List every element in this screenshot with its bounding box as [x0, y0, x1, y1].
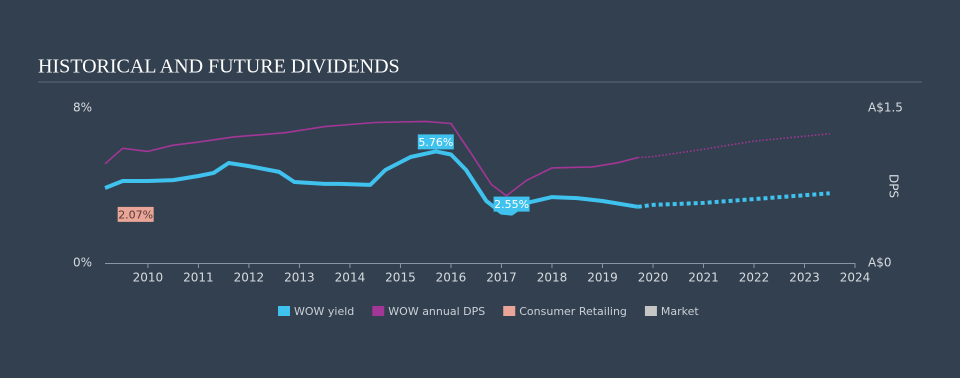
x-tick-label: 2024 [840, 271, 871, 285]
y2-tick-label: A$1.5 [868, 101, 903, 115]
x-tick-label: 2023 [789, 271, 820, 285]
annotation: 5.76% [417, 134, 454, 150]
y2-tick-label: A$0 [868, 256, 891, 270]
chart-title: HISTORICAL AND FUTURE DIVIDENDS [38, 56, 400, 78]
annotation-label: 5.76% [418, 136, 453, 149]
x-tick-label: 2020 [638, 271, 669, 285]
x-tick-label: 2018 [537, 271, 568, 285]
forecast-line [637, 133, 830, 159]
y2-axis-label: DPS [887, 174, 901, 198]
x-tick-label: 2022 [739, 271, 770, 285]
legend-label: WOW yield [294, 305, 354, 318]
series-line [104, 120, 638, 197]
legend-label: WOW annual DPS [388, 305, 485, 318]
annotation: 2.55% [493, 196, 530, 212]
x-tick-label: 2011 [183, 271, 214, 285]
y-tick-label: 0% [73, 256, 92, 270]
x-tick-label: 2016 [436, 271, 467, 285]
annotation-box [493, 196, 530, 212]
forecast-line [637, 191, 830, 209]
legend-swatch [372, 306, 385, 316]
annotation-label: 2.55% [494, 198, 529, 211]
legend-label: Consumer Retailing [519, 305, 627, 318]
annotation-label: 2.07% [118, 208, 153, 221]
legend-swatch [278, 306, 290, 316]
x-tick-label: 2015 [385, 271, 416, 285]
annotation: 2.07% [117, 206, 154, 222]
x-tick-label: 2019 [587, 271, 618, 285]
x-tick-label: 2013 [284, 271, 315, 285]
x-tick-label: 2017 [486, 271, 517, 285]
series-line [104, 149, 639, 216]
x-tick-label: 2012 [234, 271, 265, 285]
annotation-box [117, 206, 154, 222]
legend-swatch [503, 306, 516, 316]
x-tick-label: 2010 [133, 271, 164, 285]
x-tick-label: 2021 [688, 271, 719, 285]
legend-swatch [644, 306, 657, 316]
legend-label: Market [661, 305, 699, 318]
y-tick-label: 8% [73, 101, 92, 115]
annotation-box [417, 134, 454, 150]
x-tick-label: 2014 [335, 271, 366, 285]
